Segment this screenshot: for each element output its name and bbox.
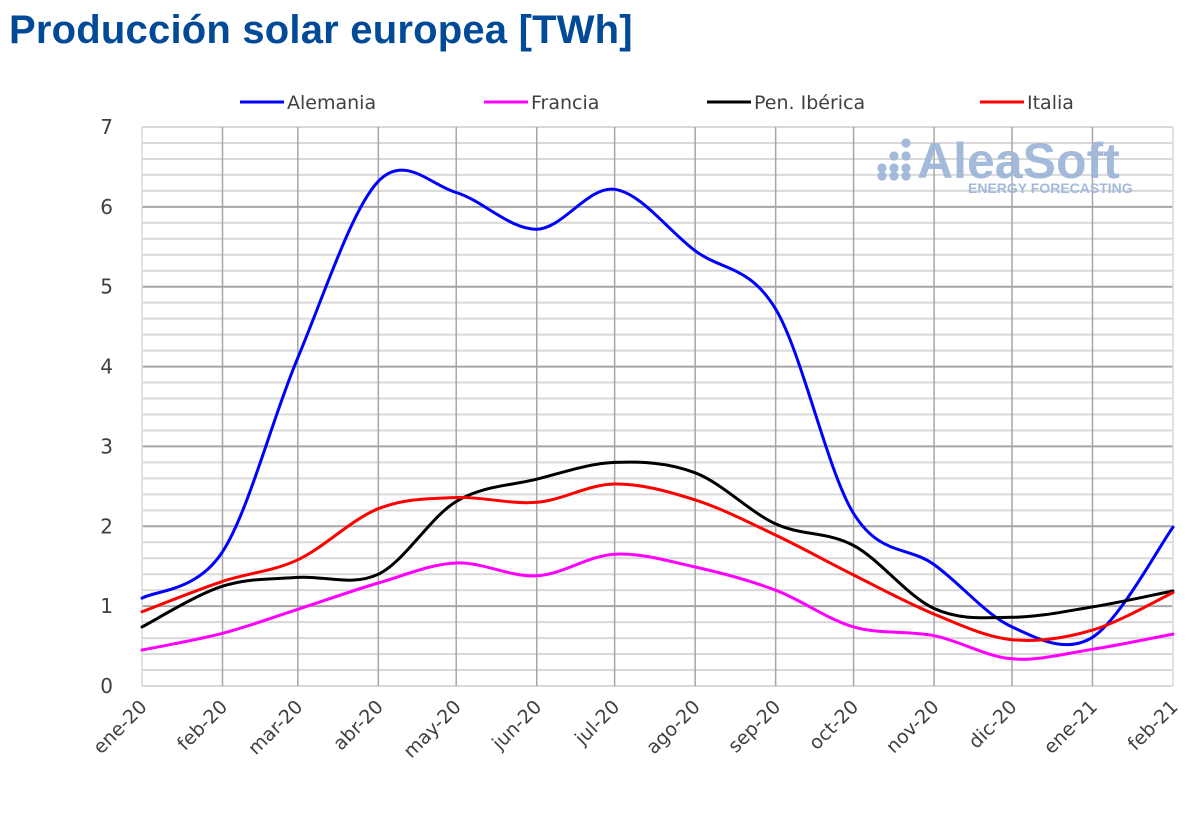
- legend-label: Alemania: [287, 92, 376, 114]
- logo-dot: [877, 171, 887, 181]
- logo-dot: [901, 151, 911, 161]
- series-line-francia: [140, 552, 1175, 661]
- y-tick-label: 2: [100, 514, 113, 538]
- logo-dot: [901, 163, 911, 173]
- legend-label: Pen. Ibérica: [754, 92, 865, 114]
- x-tick-label: dic-20: [964, 696, 1021, 753]
- x-tick-label: oct-20: [805, 696, 863, 754]
- logo-dot: [889, 163, 899, 173]
- y-axis: 0 1 2 3 4 5 6 7: [100, 115, 113, 698]
- logo-dot: [901, 171, 911, 181]
- x-tick-label: nov-20: [882, 696, 944, 758]
- y-tick-label: 3: [100, 434, 113, 458]
- series-line-italia: [140, 482, 1175, 642]
- y-tick-label: 1: [100, 594, 113, 618]
- logo-dot: [901, 138, 911, 148]
- legend-item-alemania: Alemania: [240, 92, 376, 114]
- legend: Alemania Francia Pen. Ibérica Italia: [240, 92, 1074, 114]
- logo-dot: [877, 163, 887, 173]
- chart-title: Producción solar europea [TWh]: [9, 8, 633, 52]
- legend-item-francia: Francia: [484, 92, 599, 114]
- legend-item-italia: Italia: [980, 92, 1074, 114]
- legend-label: Francia: [531, 92, 599, 114]
- legend-item-pen-ib-rica: Pen. Ibérica: [707, 92, 865, 114]
- x-tick-label: sep-20: [724, 696, 785, 757]
- x-axis: ene-20 feb-20 mar-20 abr-20 may-20 jun-20 jul-…: [89, 696, 1183, 763]
- series-line-pen-ib-rica: [140, 460, 1175, 629]
- x-tick-label: abr-20: [329, 696, 388, 755]
- x-tick-label: jun-20: [487, 696, 546, 755]
- legend-label: Italia: [1027, 92, 1074, 114]
- grid: [141, 126, 1174, 687]
- logo-dot: [889, 151, 899, 161]
- x-tick-label: ene-21: [1039, 696, 1102, 759]
- x-tick-label: may-20: [399, 696, 466, 763]
- y-tick-label: 6: [100, 195, 113, 219]
- x-tick-label: mar-20: [244, 696, 307, 759]
- x-tick-label: ene-20: [89, 696, 152, 759]
- logo-name: AleaSoft: [917, 133, 1120, 189]
- logo-dots-icon: [877, 138, 911, 181]
- y-tick-label: 0: [100, 674, 113, 698]
- x-tick-label: feb-20: [173, 696, 232, 755]
- series-lines: [140, 168, 1175, 661]
- x-tick-label: feb-21: [1124, 696, 1183, 755]
- y-tick-label: 4: [100, 355, 113, 379]
- aleasoft-logo: AleaSoft ENERGY FORECASTING: [877, 133, 1133, 196]
- logo-dot: [889, 171, 899, 181]
- x-tick-label: ago-20: [642, 696, 705, 759]
- y-tick-label: 7: [100, 115, 113, 139]
- series-line-alemania: [140, 168, 1175, 647]
- y-tick-label: 5: [100, 275, 113, 299]
- x-tick-label: jul-20: [570, 696, 624, 750]
- logo-tagline: ENERGY FORECASTING: [968, 180, 1133, 196]
